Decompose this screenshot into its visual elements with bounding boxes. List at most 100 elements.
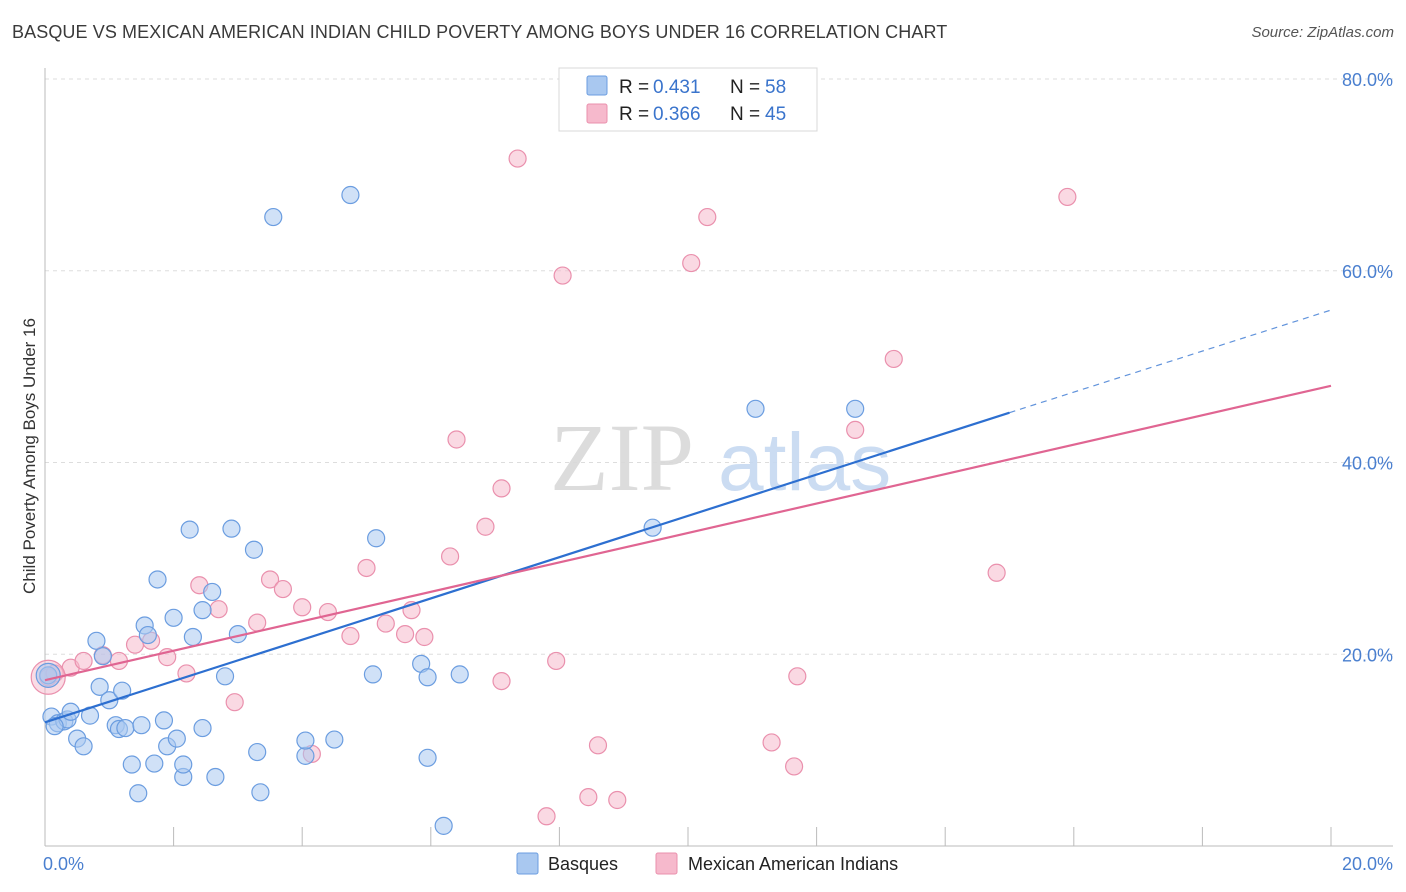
- point-basques-24: [154, 711, 174, 730]
- point-mexican-37: [682, 253, 701, 273]
- point-basques-19: [132, 716, 151, 735]
- point-mexican-19: [341, 626, 360, 646]
- watermark-atlas: atlas: [718, 417, 891, 508]
- point-basques-15: [113, 681, 132, 700]
- legend-r-value-2: 0.366: [653, 104, 701, 125]
- chart-title: BASQUE VS MEXICAN AMERICAN INDIAN CHILD …: [12, 22, 948, 42]
- point-mexican-33: [553, 266, 572, 285]
- legend-r-value-1: 0.431: [653, 77, 701, 98]
- point-mexican-28: [492, 479, 511, 498]
- series-basques: [35, 185, 865, 835]
- point-basques-51: [418, 748, 437, 767]
- point-mexican-36: [608, 790, 627, 810]
- point-mexican-21: [376, 614, 395, 633]
- axes: 20.0% 40.0% 60.0% 80.0% 0.0% 20.0%: [43, 68, 1393, 874]
- point-mexican-43: [884, 349, 903, 369]
- point-basques-23: [148, 570, 167, 589]
- watermark: ZIP atlas: [550, 404, 891, 511]
- point-basques-16: [116, 718, 135, 738]
- legend-r-label-1: R =: [619, 77, 649, 98]
- point-mexican-24: [415, 627, 434, 647]
- point-mexican-30: [508, 149, 527, 168]
- point-basques-42: [264, 207, 283, 227]
- point-mexican-12: [225, 693, 244, 712]
- point-mexican-38: [698, 207, 717, 227]
- point-mexican-14: [260, 570, 280, 589]
- point-basques-57: [45, 717, 64, 736]
- source-note: Source: ZipAtlas.com: [1251, 24, 1394, 41]
- point-mexican-44: [987, 563, 1006, 582]
- legend-swatch-basques: [586, 75, 608, 96]
- watermark-zip: ZIP: [550, 404, 694, 511]
- correlation-legend: R = 0.431 N = 58 R = 0.366 N = 45: [558, 67, 818, 132]
- legend-n-value-1: 58: [765, 77, 786, 98]
- y-tick-label-20: 20.0%: [1342, 645, 1393, 665]
- point-mexican-25: [440, 547, 460, 566]
- point-basques-10: [90, 677, 109, 696]
- trend-lines: [44, 309, 1332, 724]
- point-basques-48: [367, 529, 386, 548]
- point-basques-7: [74, 737, 93, 756]
- bottom-legend-swatch-basques: [516, 852, 539, 875]
- point-basques-31: [183, 627, 202, 647]
- point-basques-22: [145, 754, 164, 773]
- point-basques-21: [138, 625, 157, 645]
- point-basques-33: [193, 718, 212, 738]
- legend-n-value-2: 45: [765, 104, 786, 125]
- point-mexican-39: [762, 733, 781, 752]
- point-mexican-31: [537, 807, 556, 826]
- point-mexican-11: [209, 600, 228, 619]
- point-basques-43: [296, 746, 315, 765]
- series-mexican-american-indians: [30, 149, 1077, 826]
- point-basques-44: [296, 731, 315, 750]
- point-basques-47: [363, 665, 383, 684]
- point-basques-41: [251, 783, 270, 802]
- point-mexican-34: [579, 788, 598, 807]
- point-mexican-15: [273, 579, 293, 599]
- y-axis-label: Child Poverty Among Boys Under 16: [20, 318, 39, 594]
- point-basques-29: [174, 755, 193, 774]
- legend-swatch-mexican: [586, 103, 608, 124]
- point-mexican-26: [447, 430, 466, 449]
- point-basques-11: [93, 647, 112, 666]
- point-basques-17: [122, 755, 141, 774]
- point-mexican-13: [248, 613, 267, 632]
- point-mexican-42: [846, 420, 865, 440]
- bottom-legend-swatch-mexican: [655, 852, 678, 875]
- point-basques-26: [164, 608, 183, 627]
- point-mexican-22: [395, 625, 415, 644]
- gridlines: [45, 78, 1393, 655]
- point-basques-39: [244, 540, 264, 559]
- series-legend: Basques Mexican American Indians: [516, 852, 898, 875]
- y-tick-label-60: 60.0%: [1342, 262, 1393, 282]
- point-basques-56: [846, 399, 865, 418]
- point-mexican-29: [492, 671, 511, 691]
- point-basques-27: [167, 729, 186, 748]
- trend-basques-extension: [1009, 309, 1332, 414]
- point-mexican-41: [788, 667, 807, 686]
- point-basques-52: [434, 816, 453, 835]
- legend-n-label-1: N =: [730, 77, 760, 98]
- point-basques-46: [341, 185, 360, 205]
- trend-mexican: [44, 384, 1332, 682]
- point-basques-18: [129, 784, 148, 803]
- point-mexican-35: [588, 736, 608, 755]
- point-mexican-16: [293, 598, 312, 617]
- x-tick-label-min: 0.0%: [43, 854, 84, 874]
- point-mexican-45: [1058, 187, 1077, 207]
- point-basques-37: [222, 519, 241, 538]
- point-basques-34: [203, 582, 222, 602]
- y-tick-label-40: 40.0%: [1342, 454, 1393, 474]
- point-mexican-3: [74, 651, 93, 671]
- point-basques-53: [450, 665, 469, 684]
- point-basques-40: [248, 742, 267, 762]
- point-basques-55: [746, 399, 765, 418]
- point-basques-30: [180, 520, 199, 539]
- point-mexican-18: [318, 602, 338, 622]
- point-mexican-32: [547, 651, 566, 671]
- point-basques-cluster: [35, 662, 61, 688]
- point-basques-50: [418, 668, 437, 687]
- bottom-legend-basques: Basques: [548, 854, 618, 874]
- point-mexican-40: [784, 757, 804, 776]
- point-mexican-27: [476, 517, 495, 536]
